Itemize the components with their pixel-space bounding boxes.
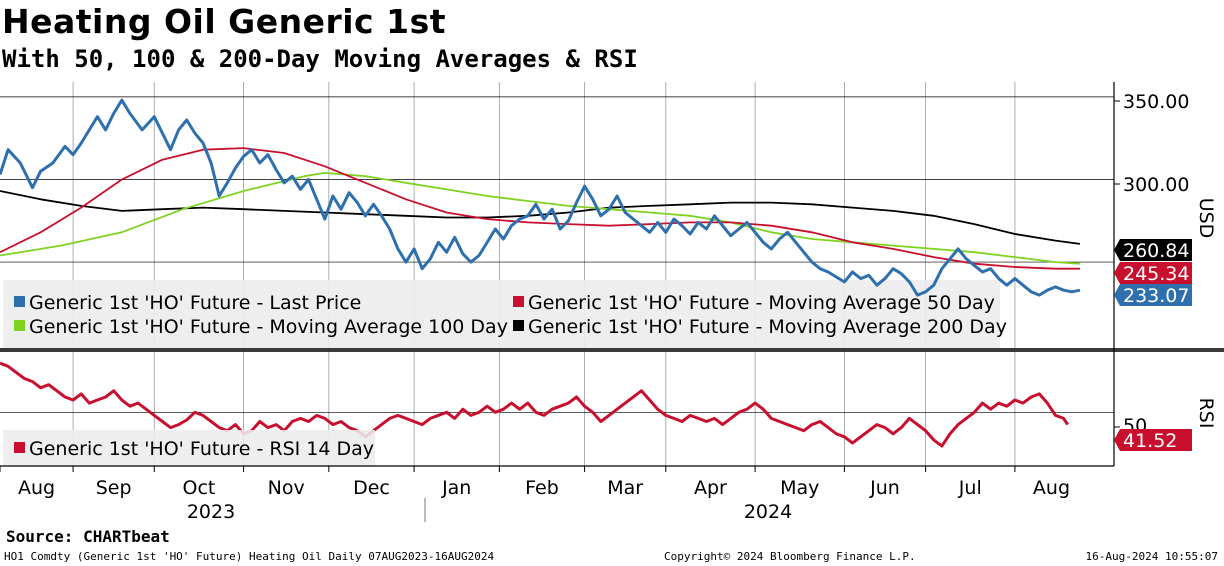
price-series-lines: [0, 98, 1081, 297]
legend-label-ma200: Generic 1st 'HO' Future - Moving Average…: [528, 316, 1007, 338]
tag-ma200: [1114, 239, 1192, 261]
legend-label-rsi: Generic 1st 'HO' Future - RSI 14 Day: [29, 438, 374, 460]
tag-label-ma50: 245.34: [1123, 263, 1189, 285]
x-tick-label: May: [780, 477, 819, 499]
tag-label-rsi: 41.52: [1123, 430, 1177, 452]
legend-label-ma50: Generic 1st 'HO' Future - Moving Average…: [528, 292, 995, 314]
x-tick-label: Feb: [525, 477, 559, 499]
footer-description: HO1 Comdty (Generic 1st 'HO' Future) Hea…: [4, 550, 495, 563]
year-label-2023: 2023: [187, 501, 235, 523]
vertical-gridlines: [72, 82, 1016, 466]
chart-canvas: Generic 1st 'HO' Future - Last Price Gen…: [0, 82, 1224, 523]
x-tick-label: Nov: [268, 477, 305, 499]
chart-title: Heating Oil Generic 1st: [2, 2, 446, 41]
x-axis-month-labels: Aug Sep Oct Nov Dec Jan Feb Mar Apr May Jun Jul Aug: [0, 466, 1070, 499]
axis-frame: 350.00 300.00 50 USD RSI: [0, 82, 1224, 467]
line-ma100: [0, 172, 1080, 265]
chart-subtitle: With 50, 100 & 200-Day Moving Averages &…: [2, 45, 638, 73]
x-tick-label: Sep: [96, 477, 132, 499]
footer-copyright: Copyright© 2024 Bloomberg Finance L.P.: [664, 550, 916, 563]
legend-label-ma100: Generic 1st 'HO' Future - Moving Average…: [29, 316, 508, 338]
legend-label-last-price: Generic 1st 'HO' Future - Last Price: [29, 292, 361, 314]
x-tick-label: Mar: [607, 477, 643, 499]
legend-swatch-ma200: [513, 320, 524, 331]
tag-ma50: [1114, 262, 1192, 284]
x-tick-label: Aug: [18, 477, 55, 499]
rsi-legend: Generic 1st 'HO' Future - RSI 14 Day: [3, 430, 375, 466]
x-tick-label: Oct: [182, 477, 215, 499]
line-ma50: [0, 147, 1080, 270]
y-axis-label-usd: USD: [1195, 198, 1217, 239]
source-label: Source: CHARTbeat: [6, 527, 170, 546]
line-last-price: [0, 98, 1081, 297]
horizontal-gridlines: [0, 96, 1114, 413]
y-tick-label-350: 350.00: [1123, 91, 1189, 113]
legend-swatch-rsi: [14, 442, 25, 453]
rsi-series-lines: [0, 361, 1069, 448]
footer-timestamp: 16-Aug-2024 10:55:07: [1085, 550, 1218, 563]
tag-label-last-price: 233.07: [1123, 285, 1189, 307]
line-rsi: [0, 361, 1069, 448]
x-axis-year-labels: 2023 2024: [187, 498, 792, 523]
legend-swatch-ma50: [513, 296, 524, 307]
price-legend-background: [3, 280, 1000, 348]
legend-swatch-last-price: [14, 296, 25, 307]
x-tick-label: Apr: [694, 477, 727, 499]
tag-rsi: [1114, 429, 1192, 451]
y-tick-label-300: 300.00: [1123, 174, 1189, 196]
x-tick-label: Dec: [353, 477, 390, 499]
x-tick-label: Jun: [869, 477, 900, 499]
x-tick-label: Aug: [1033, 477, 1070, 499]
x-tick-label: Jul: [958, 477, 982, 499]
tag-label-ma200: 260.84: [1123, 240, 1189, 262]
x-tick-label: Jan: [441, 477, 471, 499]
legend-swatch-ma100: [14, 320, 25, 331]
tag-last-price: [1114, 284, 1192, 306]
price-legend: Generic 1st 'HO' Future - Last Price Gen…: [3, 280, 1007, 348]
rsi-legend-background: [3, 430, 375, 466]
y-axis-label-rsi: RSI: [1195, 398, 1217, 429]
last-value-tags: 260.84 245.34 233.07 41.52: [1114, 239, 1192, 452]
year-label-2024: 2024: [744, 501, 792, 523]
